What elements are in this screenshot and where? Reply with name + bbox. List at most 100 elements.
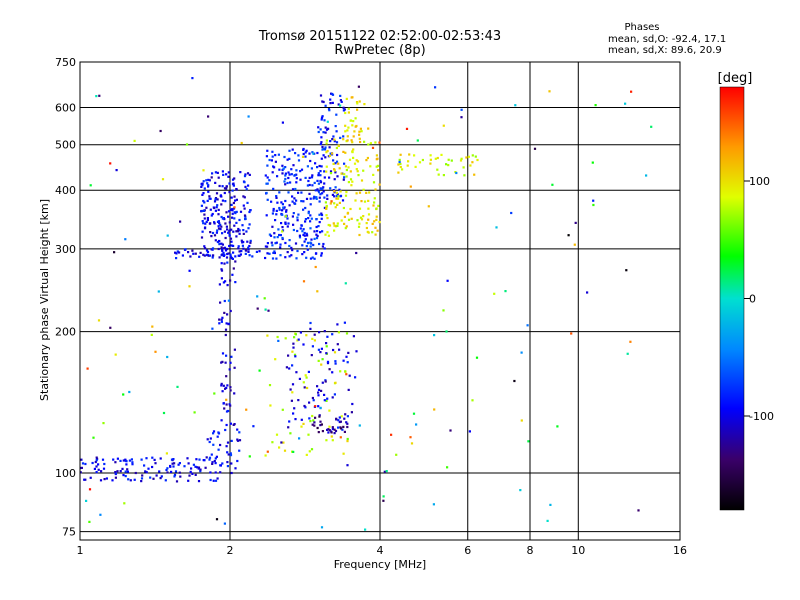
data-point xyxy=(371,146,375,149)
data-point xyxy=(297,191,300,194)
data-point xyxy=(209,471,212,474)
data-point xyxy=(284,337,287,340)
data-point xyxy=(459,159,463,162)
data-point xyxy=(230,462,233,465)
data-point xyxy=(95,459,98,462)
data-point xyxy=(273,250,276,253)
data-point xyxy=(299,227,302,230)
data-point xyxy=(275,433,279,436)
data-point xyxy=(334,206,337,209)
colorbar-tick-label: 0 xyxy=(749,293,756,306)
data-point xyxy=(305,149,308,152)
data-point xyxy=(114,472,118,475)
data-point xyxy=(358,222,361,225)
data-point xyxy=(249,241,252,244)
data-point xyxy=(281,121,284,124)
data-point xyxy=(272,207,275,211)
data-point xyxy=(308,183,311,187)
data-point xyxy=(265,191,268,195)
data-point xyxy=(319,179,322,183)
data-point xyxy=(227,323,230,326)
data-point xyxy=(520,419,523,422)
data-point xyxy=(346,425,349,429)
x-tick-labels: 1 2 4 6 8 10 16 xyxy=(77,544,688,557)
data-point xyxy=(229,452,232,455)
data-point xyxy=(264,454,267,457)
data-point xyxy=(286,225,289,228)
data-point xyxy=(274,154,277,157)
data-point xyxy=(309,420,312,423)
data-point xyxy=(285,366,288,369)
data-point xyxy=(358,100,361,103)
data-point xyxy=(334,162,337,165)
data-point xyxy=(278,168,281,171)
data-point xyxy=(271,244,274,247)
data-point xyxy=(347,218,351,221)
data-point xyxy=(324,126,327,129)
data-point xyxy=(173,473,177,476)
data-point xyxy=(335,191,338,194)
data-point xyxy=(315,225,318,229)
data-point xyxy=(329,152,332,155)
data-point xyxy=(309,227,312,230)
data-point xyxy=(514,104,517,107)
y-tick-label: 300 xyxy=(55,243,76,256)
data-point xyxy=(201,230,204,233)
data-point xyxy=(225,354,228,357)
data-point xyxy=(277,228,280,231)
data-point xyxy=(273,236,276,239)
data-point xyxy=(337,426,340,429)
data-point xyxy=(306,184,309,187)
data-point xyxy=(212,479,215,482)
data-point xyxy=(224,328,228,331)
data-point xyxy=(115,169,118,172)
data-point xyxy=(88,488,92,491)
data-point xyxy=(239,253,242,256)
data-point xyxy=(366,156,369,160)
data-point xyxy=(334,429,338,433)
data-point xyxy=(175,257,178,260)
data-point xyxy=(317,126,320,129)
data-point xyxy=(340,219,343,222)
data-point xyxy=(350,411,353,414)
data-point xyxy=(216,435,219,438)
data-point xyxy=(224,333,227,337)
data-point xyxy=(287,354,290,357)
data-point xyxy=(331,371,334,374)
data-point xyxy=(233,177,236,180)
data-point xyxy=(476,158,479,162)
data-point xyxy=(123,502,126,505)
data-point xyxy=(324,380,327,383)
data-point xyxy=(303,240,306,243)
data-point xyxy=(325,165,328,168)
data-point xyxy=(398,160,401,164)
data-point xyxy=(271,257,275,260)
data-point xyxy=(228,234,231,237)
data-point xyxy=(154,350,157,353)
data-point xyxy=(215,518,219,521)
data-point xyxy=(95,471,98,474)
data-point xyxy=(358,191,362,194)
data-point xyxy=(356,170,359,173)
data-point xyxy=(219,223,222,226)
data-point xyxy=(228,191,231,194)
data-point xyxy=(228,182,231,185)
data-point xyxy=(320,347,323,350)
data-point xyxy=(227,215,230,218)
data-point xyxy=(317,431,320,434)
data-point xyxy=(339,436,342,439)
data-point xyxy=(266,245,269,248)
data-point xyxy=(276,175,279,178)
data-point xyxy=(378,221,381,224)
data-point xyxy=(292,164,295,167)
data-point xyxy=(166,471,169,474)
data-point xyxy=(203,245,206,248)
phases-line-o: mean, sd,O: -92.4, 17.1 xyxy=(608,34,726,45)
data-point xyxy=(349,119,353,122)
data-point xyxy=(358,424,361,427)
data-point xyxy=(247,227,250,230)
data-point xyxy=(297,154,300,157)
data-point xyxy=(288,244,291,248)
data-point xyxy=(101,458,105,461)
x-tick-label: 6 xyxy=(464,544,471,557)
